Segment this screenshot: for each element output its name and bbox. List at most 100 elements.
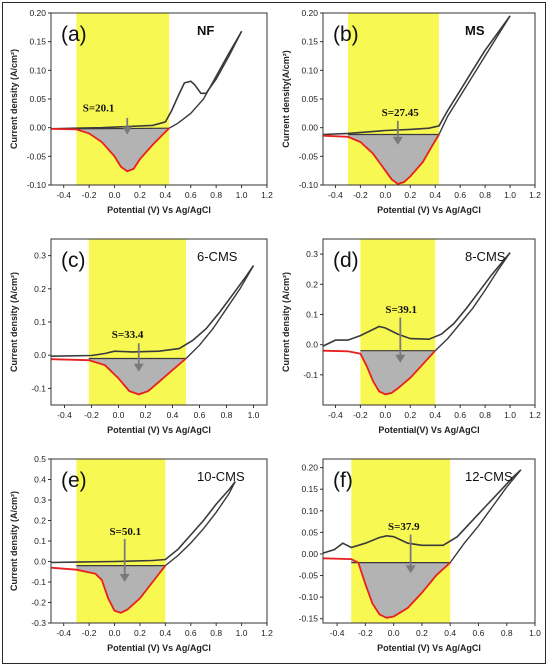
x-tick-label: 0.2 xyxy=(134,190,146,200)
x-tick-label: 1.0 xyxy=(504,410,516,420)
y-tick-label: 0.0 xyxy=(34,350,46,360)
cathodic-sweep-line xyxy=(50,127,170,173)
x-tick-label: 1.2 xyxy=(529,190,541,200)
x-tick-label: 1.2 xyxy=(261,628,273,638)
x-tick-label: 0.4 xyxy=(159,190,171,200)
x-tick-label: 0.0 xyxy=(379,190,391,200)
anodic-sweep-line xyxy=(50,265,255,357)
x-tick-label: 0.2 xyxy=(416,628,428,638)
return-sweep-line xyxy=(438,15,511,135)
plot-frame xyxy=(322,238,536,406)
y-tick-label: 0.15 xyxy=(301,484,318,494)
cathodic-sweep-line xyxy=(50,565,167,614)
anodic-sweep-line xyxy=(50,30,243,130)
y-tick-label: -0.1 xyxy=(31,577,46,587)
y-tick-label: 0.3 xyxy=(306,249,318,259)
y-tick-label: 0.0 xyxy=(306,340,318,350)
panel-letter-label: (e) xyxy=(61,469,87,492)
x-tick-label: 0.4 xyxy=(167,410,179,420)
integrated-area-label: S=37.9 xyxy=(388,521,420,533)
x-tick-label: 0.6 xyxy=(185,628,197,638)
x-tick-label: 0.0 xyxy=(379,410,391,420)
x-tick-label: 0.4 xyxy=(159,628,171,638)
plot-frame xyxy=(322,458,536,624)
area-arrow-head xyxy=(392,136,403,145)
x-tick-label: 1.2 xyxy=(529,410,541,420)
y-tick-label: 0.00 xyxy=(29,123,46,133)
panel-sample-title: NF xyxy=(197,23,214,38)
panel-e-10-cms-chart: -0.4 -0.2 0.0 0.2 0.4 0.6 0.8 1.0 1.2 -0.3 -0.2 -0.… xyxy=(9,454,273,653)
x-tick-label: 0.4 xyxy=(429,410,441,420)
area-arrow-head xyxy=(395,354,406,363)
panel-sample-title: 10-CMS xyxy=(197,469,245,484)
panel-c-6-cms-chart: -0.4 -0.2 0.0 0.2 0.4 0.6 0.8 1.0 -0.1 0.0 0.1 0.2 0… xyxy=(9,238,268,435)
y-tick-label: 0.2 xyxy=(306,279,318,289)
cathodic-sweep-line xyxy=(322,557,451,619)
y-axis-label: Current density (A/cm²) xyxy=(9,49,19,149)
integrated-area-fill xyxy=(76,128,170,172)
y-tick-label: 0.3 xyxy=(34,495,46,505)
y-tick-label: 0.15 xyxy=(301,37,318,47)
x-tick-label: 0.0 xyxy=(113,410,125,420)
x-tick-label: 0.2 xyxy=(134,628,146,638)
y-tick-label: 0.5 xyxy=(34,454,46,464)
panel-sample-title: 6-CMS xyxy=(197,249,238,264)
x-tick-label: 0.2 xyxy=(404,410,416,420)
x-tick-label: 0.4 xyxy=(429,190,441,200)
integrated-area-label: S=33.4 xyxy=(112,329,144,341)
y-tick-label: -0.10 xyxy=(299,592,319,602)
area-arrow-head xyxy=(119,574,130,582)
x-axis-label: Potential (V) Vs Ag/AgCl xyxy=(377,205,481,215)
x-tick-label: -0.4 xyxy=(328,190,343,200)
y-tick-label: -0.10 xyxy=(299,180,319,190)
x-axis-label: Potential (V) Vs Ag/AgCl xyxy=(107,205,211,215)
x-tick-label: 1.0 xyxy=(529,628,541,638)
panel-sample-title: 8-CMS xyxy=(465,249,506,264)
x-tick-label: 0.2 xyxy=(140,410,152,420)
panel-letter-label: (a) xyxy=(61,23,87,46)
cathodic-sweep-line xyxy=(322,349,436,396)
y-tick-label: 0.20 xyxy=(29,8,46,18)
y-axis-label: Current density (A/cm²) xyxy=(9,491,19,591)
x-tick-label: 1.0 xyxy=(248,410,260,420)
y-tick-label: 0.20 xyxy=(301,463,318,473)
y-tick-label: 0.1 xyxy=(34,317,46,327)
y-tick-label: 0.1 xyxy=(34,536,46,546)
x-tick-label: 0.8 xyxy=(221,410,233,420)
integrated-area-label: S=50.1 xyxy=(109,526,141,538)
x-tick-label: 1.0 xyxy=(236,190,248,200)
y-tick-label: 0.20 xyxy=(301,8,318,18)
y-axis-label: Current density(A/cm²) xyxy=(281,50,291,148)
y-tick-label: -0.1 xyxy=(303,370,318,380)
panel-letter-label: (c) xyxy=(61,249,86,272)
y-tick-label: 0.0 xyxy=(34,557,46,567)
return-sweep-line xyxy=(164,481,236,567)
return-sweep-line xyxy=(434,252,511,352)
x-tick-label: 1.0 xyxy=(236,628,248,638)
area-arrow-head xyxy=(405,565,416,574)
return-sweep-line xyxy=(168,30,243,129)
x-tick-label: 0.6 xyxy=(194,410,206,420)
x-tick-label: 1.2 xyxy=(261,190,273,200)
y-tick-label: 0.15 xyxy=(29,37,46,47)
panel-letter-label: (b) xyxy=(333,23,359,46)
x-axis-label: Potential(V) Vs Ag/AgCl xyxy=(378,425,479,435)
return-sweep-line xyxy=(185,265,255,359)
x-tick-label: 0.8 xyxy=(479,410,491,420)
integrated-area-label: S=20.1 xyxy=(83,103,115,115)
x-tick-label: 0.6 xyxy=(185,190,197,200)
x-axis-label: Potential (V) Vs Ag/AgCl xyxy=(377,643,481,653)
x-tick-label: 0.8 xyxy=(210,190,222,200)
anodic-sweep-line xyxy=(322,469,522,554)
x-tick-label: 0.6 xyxy=(454,410,466,420)
cathodic-sweep-line xyxy=(322,134,440,185)
integrated-area-label: S=27.45 xyxy=(382,107,420,119)
x-tick-label: -0.2 xyxy=(358,628,373,638)
y-tick-label: 0.05 xyxy=(301,527,318,537)
y-tick-label: -0.10 xyxy=(27,180,47,190)
x-tick-label: -0.4 xyxy=(56,628,71,638)
integrated-area-fill xyxy=(347,134,439,184)
panel-f-12-cms-chart: -0.4 -0.2 0.0 0.2 0.4 0.6 0.8 1.0 -0.15 -0.10 -0.0… xyxy=(299,458,541,653)
y-tick-label: 0.00 xyxy=(301,123,318,133)
